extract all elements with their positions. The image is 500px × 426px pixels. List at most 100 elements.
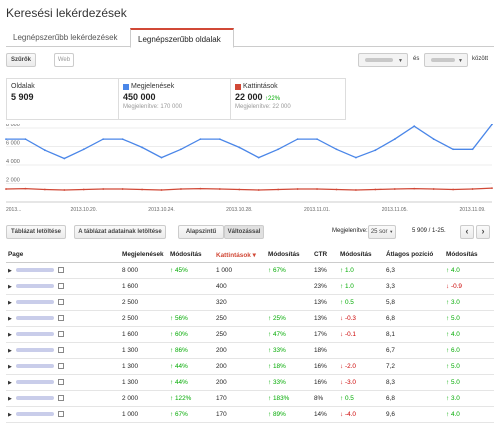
impressions-point[interactable]: [471, 148, 474, 151]
clicks-point[interactable]: [296, 188, 299, 190]
next-page-button[interactable]: ›: [476, 225, 490, 239]
external-link-icon[interactable]: [57, 394, 64, 401]
clicks-point[interactable]: [277, 188, 280, 191]
clicks-point[interactable]: [374, 188, 377, 191]
page-url[interactable]: [15, 283, 54, 288]
impressions-point[interactable]: [102, 138, 105, 140]
external-link-icon[interactable]: [57, 282, 64, 289]
clicks-point[interactable]: [199, 187, 202, 190]
clicks-point[interactable]: [24, 187, 27, 190]
table-row[interactable]: ▶ 1 300 ↑ 44% 200 ↑ 33% 16% ↓ -3.0 8,3 ↑ 5.0: [6, 374, 494, 391]
clicks-point[interactable]: [82, 188, 85, 191]
impressions-point[interactable]: [355, 156, 357, 159]
external-link-icon[interactable]: [57, 378, 64, 385]
clicks-point[interactable]: [102, 188, 105, 190]
impressions-point[interactable]: [432, 138, 435, 140]
page-url[interactable]: [15, 395, 54, 400]
clicks-point[interactable]: [63, 189, 66, 191]
page-cell[interactable]: ▶: [6, 390, 120, 407]
external-link-icon[interactable]: [57, 330, 64, 337]
basic-view-button[interactable]: Alapszintű: [178, 225, 224, 239]
expand-icon[interactable]: ▶: [8, 411, 12, 418]
table-row[interactable]: ▶ 1 300 ↑ 86% 200 ↑ 33% 18% 6,7 ↑ 6.0: [6, 342, 494, 359]
prev-page-button[interactable]: ‹: [460, 225, 474, 239]
impressions-point[interactable]: [335, 148, 338, 151]
table-row[interactable]: ▶ 2 000 ↑ 122% 170 ↑ 183% 8% ↑ 0.5 6,8 ↑ 3.0: [6, 390, 494, 407]
page-url[interactable]: [15, 379, 54, 384]
clicks-point[interactable]: [121, 188, 124, 190]
start-date-select[interactable]: ▼: [358, 53, 408, 67]
clicks-point[interactable]: [491, 187, 493, 190]
expand-icon[interactable]: ▶: [8, 283, 12, 290]
impressions-point[interactable]: [82, 148, 85, 151]
impressions-point[interactable]: [121, 138, 124, 140]
impressions-point[interactable]: [141, 146, 143, 149]
impressions-point[interactable]: [491, 124, 493, 126]
external-link-icon[interactable]: [57, 346, 64, 353]
impressions-point[interactable]: [452, 148, 455, 151]
clicks-point[interactable]: [160, 189, 163, 191]
page-url[interactable]: [15, 267, 54, 272]
clicks-point[interactable]: [238, 188, 241, 191]
table-row[interactable]: ▶ 1 300 ↑ 44% 200 ↑ 18% 16% ↓ -2.0 7,2 ↑ 5.0: [6, 358, 494, 375]
table-row[interactable]: ▶ 1 600 400 23% ↑ 1.0 3,3 ↓ -0.9: [6, 278, 494, 295]
download-table-button[interactable]: Táblázat letöltése: [6, 225, 66, 239]
col-ctr[interactable]: CTR: [312, 248, 338, 263]
end-date-select[interactable]: ▼: [424, 53, 468, 67]
page-url[interactable]: [15, 363, 54, 368]
impressions-point[interactable]: [374, 149, 377, 152]
expand-icon[interactable]: ▶: [8, 363, 12, 370]
col-impressions[interactable]: Megjelenések: [120, 248, 168, 263]
clicks-point[interactable]: [316, 188, 318, 190]
external-link-icon[interactable]: [57, 266, 64, 273]
external-link-icon[interactable]: [57, 362, 64, 369]
expand-icon[interactable]: ▶: [8, 267, 12, 274]
impressions-point[interactable]: [5, 138, 7, 140]
clicks-point[interactable]: [257, 189, 260, 191]
page-url[interactable]: [15, 315, 54, 320]
col-clicks[interactable]: Kattintások ▾: [214, 248, 266, 263]
impressions-point[interactable]: [218, 138, 221, 140]
impressions-point[interactable]: [277, 148, 280, 151]
metric-pages[interactable]: Oldalak 5 909: [7, 79, 119, 119]
external-link-icon[interactable]: [57, 410, 64, 417]
impressions-point[interactable]: [160, 156, 163, 159]
impressions-point[interactable]: [316, 138, 318, 140]
impressions-point[interactable]: [238, 146, 241, 149]
download-chart-data-button[interactable]: A táblázat adatainak letöltése: [74, 225, 166, 239]
page-url[interactable]: [15, 331, 54, 336]
page-cell[interactable]: ▶: [6, 342, 120, 359]
page-url[interactable]: [15, 411, 54, 416]
col-ctr-change[interactable]: Módosítás: [338, 248, 384, 263]
impressions-point[interactable]: [393, 138, 396, 140]
external-link-icon[interactable]: [57, 298, 64, 305]
expand-icon[interactable]: ▶: [8, 395, 12, 402]
with-changes-button[interactable]: Változással: [224, 225, 264, 239]
impressions-point[interactable]: [180, 148, 182, 151]
expand-icon[interactable]: ▶: [8, 347, 12, 354]
metric-clicks[interactable]: Kattintások 22 000 ↑22% Megjelenítve: 22…: [231, 79, 345, 119]
rows-per-page-select[interactable]: 25 sor ▼: [368, 225, 396, 239]
impressions-point[interactable]: [199, 138, 202, 140]
impressions-point[interactable]: [63, 157, 66, 160]
clicks-point[interactable]: [218, 188, 221, 190]
expand-icon[interactable]: ▶: [8, 379, 12, 386]
web-filter-button[interactable]: Web: [54, 53, 74, 67]
page-cell[interactable]: ▶: [6, 326, 120, 343]
page-cell[interactable]: ▶: [6, 374, 120, 391]
clicks-point[interactable]: [355, 189, 357, 191]
col-impressions-change[interactable]: Módosítás: [168, 248, 214, 263]
page-cell[interactable]: ▶: [6, 278, 120, 295]
metric-impressions[interactable]: Megjelenések 450 000 Megjelenítve: 170 0…: [119, 79, 231, 119]
col-avg-position[interactable]: Átlagos pozíció: [384, 248, 444, 263]
external-link-icon[interactable]: [57, 314, 64, 321]
filter-button[interactable]: Szűrők: [6, 53, 36, 67]
clicks-point[interactable]: [432, 188, 435, 190]
clicks-point[interactable]: [335, 188, 338, 191]
page-url[interactable]: [15, 299, 54, 304]
impressions-point[interactable]: [296, 138, 299, 140]
clicks-point[interactable]: [141, 188, 143, 191]
expand-icon[interactable]: ▶: [8, 315, 12, 322]
page-cell[interactable]: ▶: [6, 358, 120, 375]
page-cell[interactable]: ▶: [6, 262, 120, 279]
